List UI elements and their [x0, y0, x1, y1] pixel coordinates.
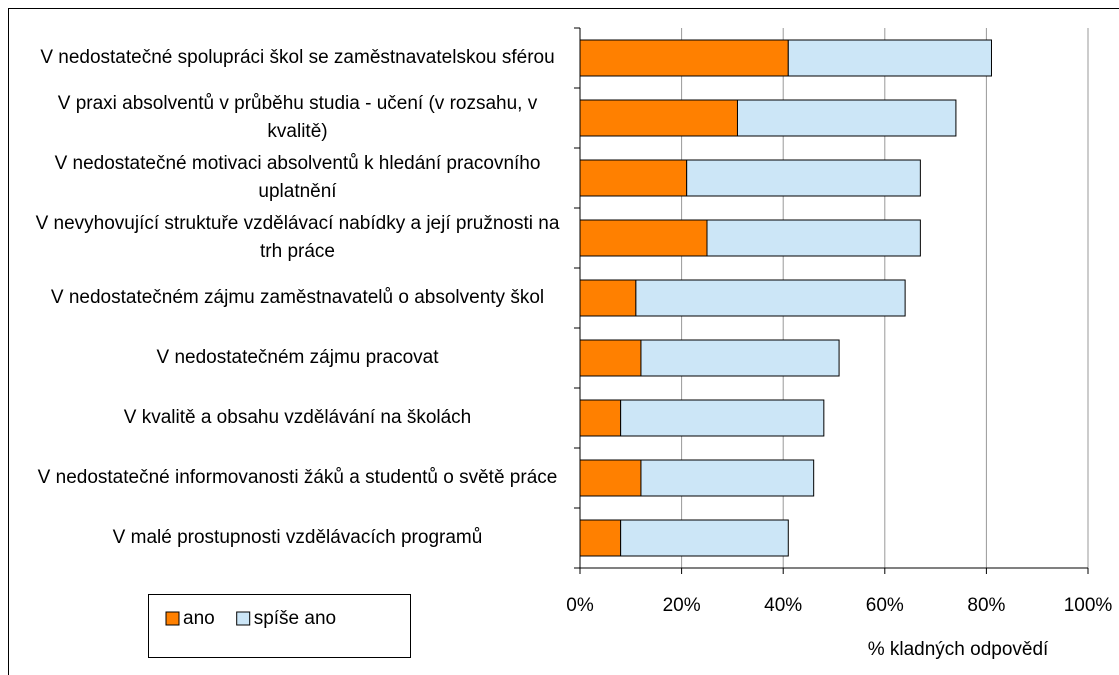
y-tick-label: V nedostatečném zájmu zaměstnavatelů o a…: [50, 287, 545, 308]
bar: [736, 99, 957, 137]
bar: [706, 219, 921, 257]
x-axis-title: % kladných odpovědí: [868, 639, 1049, 660]
bar: [579, 279, 637, 317]
bar: [640, 459, 815, 497]
legend-swatch: [236, 611, 251, 626]
y-tick-label: V praxi absolventů v průběhu studia - uč…: [57, 93, 538, 142]
y-tick-label: V nedostatečné spolupráci škol se zaměst…: [40, 47, 555, 68]
y-tick-label: V nedostatečném zájmu pracovat: [156, 347, 439, 368]
bar: [579, 519, 622, 557]
bar: [579, 459, 642, 497]
bar: [579, 339, 642, 377]
bar: [579, 39, 789, 77]
x-tick-label: 80%: [967, 595, 1005, 616]
y-tick-label: V nedostatečné motivaci absolventů k hle…: [54, 153, 541, 202]
bar: [620, 399, 825, 437]
x-tick-label: 0%: [566, 595, 594, 616]
bar: [579, 159, 688, 197]
x-tick-label: 40%: [764, 595, 802, 616]
bar: [620, 519, 789, 557]
bar: [640, 339, 840, 377]
bar: [579, 99, 738, 137]
bar: [579, 219, 708, 257]
x-tick-label: 100%: [1064, 595, 1113, 616]
x-tick-label: 60%: [866, 595, 904, 616]
legend-label: ano: [183, 608, 215, 629]
y-tick-label: V nevyhovující struktuře vzdělávací nabí…: [35, 213, 560, 262]
chart-border: [8, 8, 1119, 675]
legend-box: [148, 594, 411, 658]
y-tick-label: V nedostatečné informovanosti žáků a stu…: [37, 467, 558, 488]
x-tick-label: 20%: [663, 595, 701, 616]
bar: [635, 279, 906, 317]
legend-swatch: [165, 611, 180, 626]
bar: [579, 399, 622, 437]
bar: [686, 159, 921, 197]
legend-label: spíše ano: [254, 608, 336, 629]
bar: [787, 39, 992, 77]
y-tick-label: V malé prostupnosti vzdělávacích program…: [112, 527, 483, 548]
y-tick-label: V kvalitě a obsahu vzdělávání na školách: [123, 407, 472, 428]
